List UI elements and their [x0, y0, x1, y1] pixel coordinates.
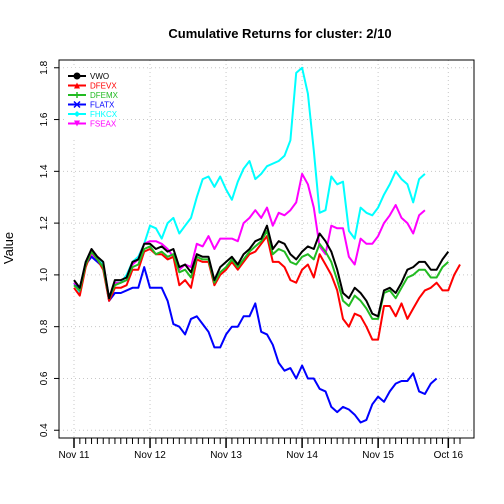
series-line-vwo — [73, 224, 450, 318]
legend-marker — [73, 72, 81, 80]
chart-title: Cumulative Returns for cluster: 2/10 — [168, 26, 391, 41]
series-layer — [73, 66, 461, 424]
legend-label: VWO — [90, 72, 109, 81]
x-tick-label: Nov 11 — [59, 450, 90, 461]
x-tick-label: Nov 15 — [362, 450, 394, 461]
x-tick-label: Nov 13 — [210, 450, 242, 461]
y-tick-label: 0.8 — [39, 319, 50, 333]
x-tick-label: Nov 12 — [134, 450, 166, 461]
series-line-dfemx — [73, 229, 449, 320]
y-tick-label: 0.4 — [39, 423, 50, 437]
x-tick-label: Oct 16 — [434, 450, 464, 461]
legend-marker — [74, 82, 80, 89]
y-tick-label: 1.0 — [39, 268, 50, 282]
x-tick-label: Nov 14 — [286, 450, 318, 461]
y-tick-label: 1.2 — [39, 216, 50, 230]
y-tick-label: 1.6 — [39, 112, 50, 126]
axes-layer: 0.4 0.6 0.8 1.0 1.2 1.4 1.6 1.8 Nov 11 Nov 12 Nov … — [39, 59, 475, 461]
legend-label: DFEMX — [90, 91, 119, 100]
legend-label: FSEAX — [90, 120, 117, 129]
legend-item-fseax: FSEAX — [68, 120, 117, 129]
legend-label: FLATX — [90, 101, 115, 110]
y-tick-label: 0.6 — [39, 371, 50, 385]
legend-item-vwo: VWO — [68, 72, 109, 81]
y-tick-label: 1.4 — [39, 164, 50, 178]
legend-marker — [73, 100, 81, 109]
series-line-flatx — [73, 255, 438, 424]
legend-item-fhkcx: FHKCX — [68, 110, 118, 119]
legend-box — [64, 68, 114, 137]
legend-marker — [74, 120, 80, 127]
legend-item-flatx: FLATX — [68, 101, 115, 110]
y-axis-label: Value — [1, 232, 16, 264]
legend-label: FHKCX — [90, 110, 118, 119]
legend-marker — [74, 111, 80, 117]
legend-item-dfemx: DFEMX — [68, 91, 119, 100]
legend-marker — [74, 92, 80, 98]
legend-label: DFEVX — [90, 82, 117, 91]
legend-item-dfevx: DFEVX — [68, 82, 117, 91]
series-line-dfevx — [73, 235, 461, 341]
y-tick-label: 1.8 — [39, 60, 50, 74]
